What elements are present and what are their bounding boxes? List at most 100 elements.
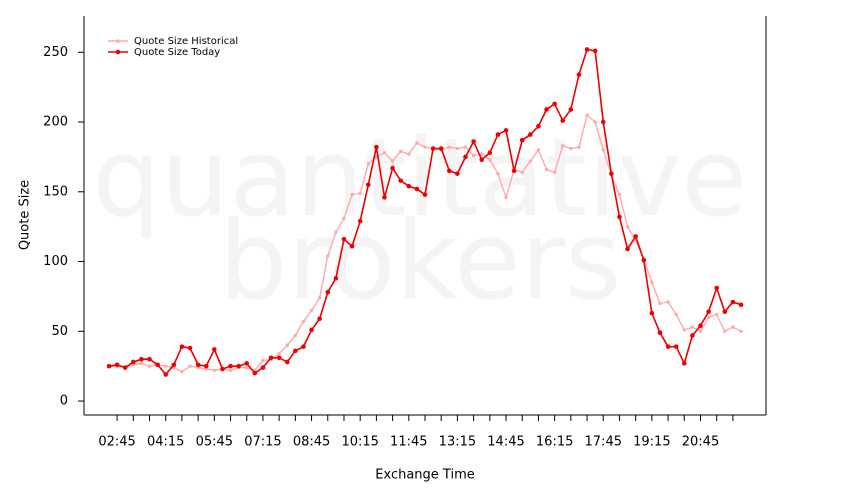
data-point: [187, 345, 193, 351]
x-tick-label: 04:15: [147, 435, 184, 450]
data-point: [188, 364, 192, 368]
data-point: [260, 365, 266, 370]
data-point: [480, 152, 484, 156]
data-point: [471, 153, 476, 158]
data-point: [722, 309, 728, 315]
data-point: [714, 285, 719, 291]
data-point: [203, 363, 209, 369]
data-point: [342, 216, 346, 220]
data-point: [552, 101, 557, 107]
data-point: [374, 144, 379, 150]
data-point: [536, 123, 541, 129]
data-point: [455, 171, 460, 176]
data-point: [309, 308, 314, 313]
legend-marker: [116, 39, 120, 43]
data-point: [398, 149, 403, 154]
data-point: [390, 165, 395, 171]
data-point: [496, 171, 500, 176]
data-point: [106, 363, 112, 369]
data-point: [438, 146, 444, 151]
data-point: [334, 230, 338, 234]
data-point: [228, 368, 233, 373]
data-point: [447, 168, 452, 174]
x-tick-label: 10:15: [341, 435, 378, 450]
watermark: quantitative: [92, 116, 747, 241]
data-point: [139, 356, 144, 362]
data-point: [666, 300, 670, 304]
data-point: [430, 146, 436, 151]
data-point: [479, 157, 485, 162]
data-point: [293, 333, 298, 338]
data-point: [560, 118, 566, 123]
data-point: [164, 364, 168, 368]
x-tick-label: 11:45: [390, 435, 427, 450]
data-point: [625, 224, 630, 229]
data-point: [536, 148, 541, 152]
data-point: [519, 137, 525, 143]
data-point: [326, 254, 330, 258]
watermark: brokers: [219, 199, 621, 324]
data-point: [463, 145, 468, 149]
data-point: [714, 312, 719, 317]
data-point: [528, 132, 533, 137]
data-point: [731, 325, 735, 329]
data-point: [276, 355, 282, 361]
y-tick-label: 100: [43, 254, 68, 269]
data-point: [698, 323, 703, 329]
data-point: [406, 183, 412, 189]
data-point: [236, 363, 241, 369]
data-point: [284, 359, 290, 365]
data-point: [366, 162, 370, 166]
data-point: [252, 370, 258, 376]
x-tick-label: 20:45: [682, 435, 719, 450]
data-point: [698, 329, 703, 333]
x-tick-label: 16:15: [536, 435, 573, 450]
data-point: [592, 48, 598, 54]
data-point: [390, 159, 395, 163]
data-point: [309, 327, 314, 333]
y-tick-label: 200: [43, 115, 68, 130]
data-point: [593, 120, 597, 124]
data-point: [690, 333, 695, 338]
data-point: [730, 299, 736, 305]
data-point: [625, 246, 630, 252]
data-point: [569, 146, 573, 151]
data-point: [520, 170, 524, 174]
data-point: [681, 361, 687, 366]
data-point: [114, 362, 120, 368]
data-point: [488, 157, 492, 162]
x-tick-label: 02:45: [98, 435, 135, 450]
data-point: [471, 139, 476, 144]
data-point: [617, 214, 622, 220]
data-point: [285, 343, 289, 347]
y-tick-label: 250: [43, 45, 68, 60]
data-point: [423, 145, 427, 149]
data-point: [641, 257, 647, 263]
data-point: [738, 302, 744, 308]
data-point: [544, 167, 549, 172]
data-point: [649, 310, 655, 316]
data-point: [131, 359, 136, 365]
data-point: [155, 362, 160, 368]
y-tick-label: 0: [60, 394, 68, 409]
data-point: [585, 113, 589, 117]
data-point: [147, 364, 152, 368]
data-point: [358, 191, 362, 195]
data-point: [350, 192, 354, 197]
data-point: [301, 319, 306, 324]
data-point: [301, 344, 306, 349]
data-point: [723, 329, 727, 333]
x-tick-label: 08:45: [293, 435, 330, 450]
data-point: [268, 355, 274, 361]
data-point: [658, 301, 662, 306]
data-point: [415, 141, 419, 145]
data-point: [407, 152, 411, 156]
data-point: [293, 348, 298, 354]
x-tick-label: 17:45: [585, 435, 622, 450]
y-tick-label: 50: [51, 324, 68, 339]
legend-marker: [115, 49, 121, 55]
data-point: [382, 195, 387, 200]
data-point: [650, 280, 654, 285]
data-point: [122, 365, 128, 370]
data-point: [682, 328, 686, 332]
